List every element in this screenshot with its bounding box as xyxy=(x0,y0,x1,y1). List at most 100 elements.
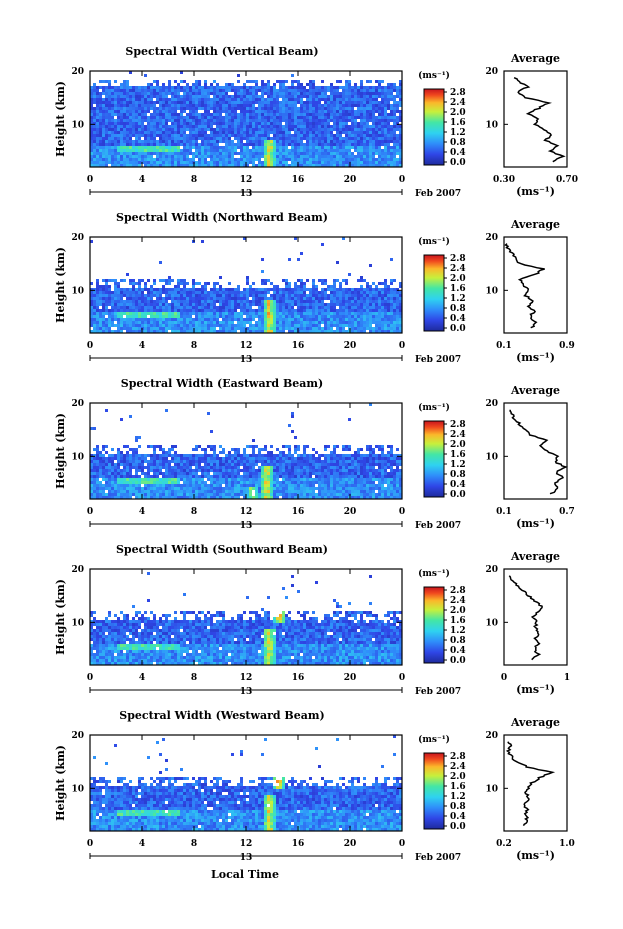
heatmap-cell xyxy=(108,457,111,460)
heatmap-cell xyxy=(375,80,378,83)
heatmap-cell xyxy=(372,125,375,128)
heatmap-cell xyxy=(276,149,279,152)
heatmap-cell xyxy=(114,279,117,282)
heatmap-cell xyxy=(294,152,297,155)
heatmap-cell xyxy=(288,95,291,98)
heatmap-cell xyxy=(108,288,111,291)
heatmap-cell xyxy=(261,134,264,137)
heatmap-cell xyxy=(315,137,318,140)
heatmap-cell xyxy=(96,445,99,448)
heatmap-cell xyxy=(312,143,315,146)
heatmap-cell xyxy=(156,324,159,327)
heatmap-cell xyxy=(240,92,243,95)
heatmap-cell xyxy=(357,89,360,92)
heatmap-cell xyxy=(117,131,120,134)
heatmap-cell xyxy=(258,303,261,306)
heatmap-cell xyxy=(354,321,357,324)
heatmap-cell xyxy=(234,98,237,101)
heatmap-cell xyxy=(135,122,138,125)
heatmap-cell xyxy=(135,312,138,315)
heatmap-cell xyxy=(204,107,207,110)
heatmap-cell xyxy=(216,288,219,291)
heatmap-cell xyxy=(285,110,288,113)
heatmap-cell xyxy=(135,119,138,122)
heatmap-cell xyxy=(96,294,99,297)
heatmap-cell xyxy=(159,294,162,297)
heatmap-cell xyxy=(210,83,213,86)
heatmap-cell xyxy=(375,164,378,167)
heatmap-cell xyxy=(351,128,354,131)
heatmap-cell xyxy=(138,149,141,152)
heatmap-cell xyxy=(357,104,360,107)
heatmap-cell xyxy=(228,451,231,454)
heatmap-cell xyxy=(90,101,93,104)
heatmap-cell xyxy=(360,107,363,110)
heatmap-cell xyxy=(135,95,138,98)
heatmap-cell xyxy=(369,294,372,297)
heatmap-cell xyxy=(219,140,222,143)
heatmap-cell xyxy=(138,312,141,315)
heatmap-cell xyxy=(255,89,258,92)
heatmap-cell xyxy=(144,125,147,128)
heatmap-cell xyxy=(351,315,354,318)
heatmap-cell xyxy=(306,315,309,318)
heatmap-cell xyxy=(186,457,189,460)
heatmap-cell xyxy=(225,86,228,89)
heatmap-cell xyxy=(357,110,360,113)
heatmap-cell xyxy=(201,155,204,158)
heatmap-cell xyxy=(150,107,153,110)
heatmap-cell xyxy=(330,318,333,321)
heatmap-cell xyxy=(114,330,117,333)
heatmap-cell xyxy=(375,152,378,155)
heatmap-cell xyxy=(249,300,252,303)
heatmap-cell xyxy=(360,125,363,128)
heatmap-cell xyxy=(162,161,165,164)
heatmap-cell xyxy=(216,83,219,86)
heatmap-cell xyxy=(318,125,321,128)
heatmap-cell xyxy=(294,122,297,125)
heatmap-cell xyxy=(384,134,387,137)
heatmap-cell xyxy=(102,158,105,161)
heatmap-cell xyxy=(132,95,135,98)
heatmap-cell xyxy=(150,285,153,288)
heatmap-cell xyxy=(318,291,321,294)
heatmap-cell xyxy=(327,140,330,143)
heatmap-cell xyxy=(354,95,357,98)
heatmap-cell xyxy=(195,457,198,460)
heatmap-cell xyxy=(198,309,201,312)
heatmap-cell xyxy=(96,460,99,463)
heatmap-cell xyxy=(171,89,174,92)
heatmap-cell xyxy=(117,327,120,330)
heatmap-cell xyxy=(198,282,201,285)
heatmap-cell xyxy=(261,122,264,125)
heatmap-cell xyxy=(315,95,318,98)
heatmap-cell xyxy=(384,104,387,107)
heatmap-cell xyxy=(345,161,348,164)
heatmap-cell xyxy=(390,321,393,324)
heatmap-cell xyxy=(336,309,339,312)
heatmap-cell xyxy=(366,113,369,116)
heatmap-cell xyxy=(300,327,303,330)
heatmap-cell xyxy=(132,128,135,131)
heatmap-cell xyxy=(312,161,315,164)
heatmap-cell xyxy=(126,83,129,86)
heatmap-cell xyxy=(132,164,135,167)
heatmap-cell xyxy=(321,300,324,303)
heatmap-cell xyxy=(246,321,249,324)
heatmap-cell xyxy=(333,454,336,457)
heatmap-cell xyxy=(363,300,366,303)
heatmap-cell xyxy=(321,131,324,134)
heatmap-cell xyxy=(228,161,231,164)
heatmap-cell xyxy=(201,134,204,137)
heatmap-cell xyxy=(336,158,339,161)
heatmap-cell xyxy=(375,285,378,288)
heatmap-cell xyxy=(264,131,267,134)
heatmap-cell xyxy=(375,324,378,327)
heatmap-cell xyxy=(201,107,204,110)
heatmap-cell xyxy=(279,318,282,321)
heatmap-cell xyxy=(204,294,207,297)
heatmap-cell xyxy=(225,125,228,128)
heatmap-cell xyxy=(285,119,288,122)
heatmap-cell xyxy=(309,137,312,140)
heatmap-cell xyxy=(330,291,333,294)
